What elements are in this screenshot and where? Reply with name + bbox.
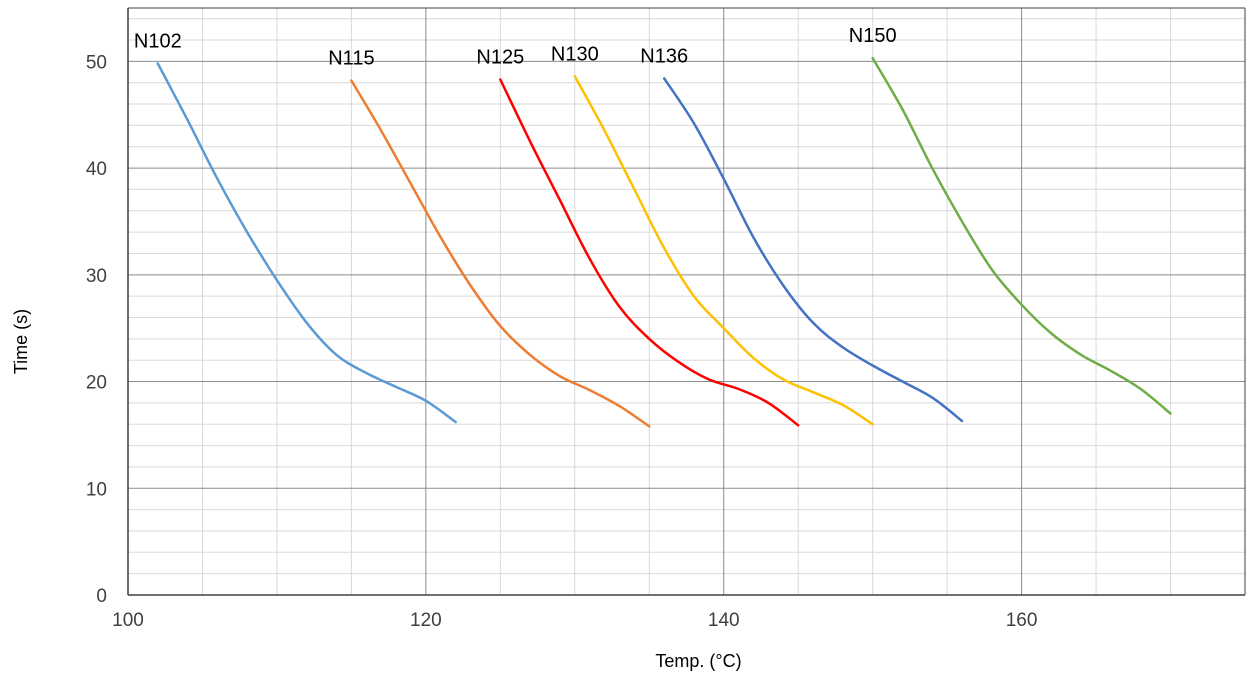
y-tick-label: 0: [96, 586, 107, 607]
series-line-n130: [573, 75, 874, 426]
series-label-n125: N125: [476, 47, 524, 69]
y-axis-title: Time (s): [11, 309, 31, 374]
series-line-n102: [156, 62, 457, 424]
series-line-n125: [499, 78, 800, 427]
series-lines: [156, 56, 1172, 428]
x-axis-title: Temp. (°C): [655, 651, 741, 671]
y-tick-label: 50: [86, 52, 107, 73]
series-label-n115: N115: [328, 48, 374, 70]
x-tick-label: 160: [1006, 610, 1038, 631]
series-line-n115: [350, 79, 651, 428]
series-label-n130: N130: [551, 43, 599, 65]
series-label-n102: N102: [134, 30, 182, 52]
x-tick-label: 120: [410, 610, 442, 631]
series-label-n150: N150: [849, 25, 897, 47]
plot-background: [128, 8, 1245, 595]
series-line-n150: [871, 56, 1172, 415]
y-tick-label: 10: [86, 479, 107, 500]
x-tick-labels: 100 120 140 160: [112, 610, 1037, 631]
y-tick-labels: 0 10 20 30 40 50: [86, 52, 107, 607]
y-tick-label: 40: [86, 159, 107, 180]
y-tick-label: 30: [86, 266, 107, 287]
y-tick-label: 20: [86, 373, 107, 394]
plot-area: [128, 8, 1245, 595]
x-tick-label: 140: [708, 610, 740, 631]
series-labels: N102 N115 N125 N130 N136 N150: [134, 25, 897, 69]
series-line-n136: [662, 77, 964, 423]
x-tick-label: 100: [112, 610, 144, 631]
series-label-n136: N136: [640, 45, 688, 67]
axes: [127, 7, 1246, 596]
